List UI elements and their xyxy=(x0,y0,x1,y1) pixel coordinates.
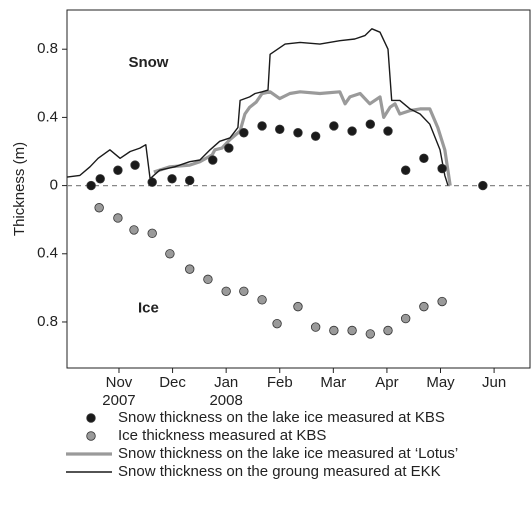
x-tick-label: 2008 xyxy=(209,392,242,409)
x-tick-label: Jan xyxy=(214,374,238,391)
data-point xyxy=(147,228,157,239)
data-point xyxy=(329,325,339,336)
data-point xyxy=(419,301,429,312)
y-tick-label: 0.4 xyxy=(37,245,58,262)
data-point xyxy=(167,174,177,184)
data-point xyxy=(94,203,104,213)
data-point xyxy=(239,128,249,138)
legend-marker xyxy=(86,413,96,423)
x-tick-label: 2007 xyxy=(102,392,135,409)
x-tick-label: May xyxy=(426,374,455,391)
data-point xyxy=(275,124,285,135)
data-point xyxy=(113,213,123,223)
legend-label: Snow thickness on the groung measured at… xyxy=(118,463,441,480)
plot-frame xyxy=(66,9,531,369)
x-tick-label: Apr xyxy=(375,374,398,391)
data-point xyxy=(203,274,213,285)
data-point xyxy=(239,286,249,296)
data-point xyxy=(419,153,429,164)
x-tick-label: Nov xyxy=(106,374,133,391)
data-point xyxy=(257,121,267,131)
x-tick-label: Jun xyxy=(482,374,506,391)
data-point xyxy=(272,318,282,329)
data-point xyxy=(310,322,321,332)
data-point xyxy=(347,325,357,336)
data-point xyxy=(221,286,231,296)
data-point xyxy=(365,329,376,339)
annotation: Snow xyxy=(128,54,168,71)
data-point xyxy=(130,160,140,170)
data-point xyxy=(400,165,411,175)
data-point xyxy=(257,295,267,305)
legend-marker xyxy=(86,431,96,441)
data-point xyxy=(113,165,123,175)
data-point xyxy=(478,180,488,191)
data-point xyxy=(347,126,357,136)
data-point xyxy=(437,296,447,307)
data-point xyxy=(293,128,303,138)
data-point xyxy=(208,155,218,165)
data-point xyxy=(95,174,105,184)
x-tick-label: Dec xyxy=(159,374,186,391)
x-tick-label: Feb xyxy=(267,374,293,391)
data-point xyxy=(329,121,339,131)
series-line xyxy=(153,90,452,186)
data-point xyxy=(224,143,234,153)
data-point xyxy=(293,301,303,312)
data-point xyxy=(86,180,96,191)
legend-label: Ice thickness measured at KBS xyxy=(118,427,326,444)
y-tick-label: 0.8 xyxy=(37,40,58,57)
y-axis-label: Thickness (m) xyxy=(11,142,28,236)
annotation: Ice xyxy=(138,299,159,316)
x-tick-label: Mar xyxy=(320,374,346,391)
data-point xyxy=(365,119,376,129)
data-point xyxy=(185,264,195,274)
data-point xyxy=(310,131,321,141)
y-tick-label: 0 xyxy=(50,177,58,194)
y-tick-label: 0.4 xyxy=(37,108,58,125)
data-point xyxy=(185,175,195,186)
y-tick-label: 0.8 xyxy=(37,313,58,330)
series-line xyxy=(66,28,449,186)
legend-label: Snow thickness on the lake ice measured … xyxy=(118,409,445,426)
data-point xyxy=(400,313,411,324)
data-point xyxy=(147,177,157,187)
data-point xyxy=(383,325,393,336)
data-point xyxy=(165,249,175,259)
data-point xyxy=(383,126,393,136)
data-point xyxy=(129,225,139,235)
data-point xyxy=(437,163,447,174)
legend-label: Snow thickness on the lake ice measured … xyxy=(118,445,458,462)
